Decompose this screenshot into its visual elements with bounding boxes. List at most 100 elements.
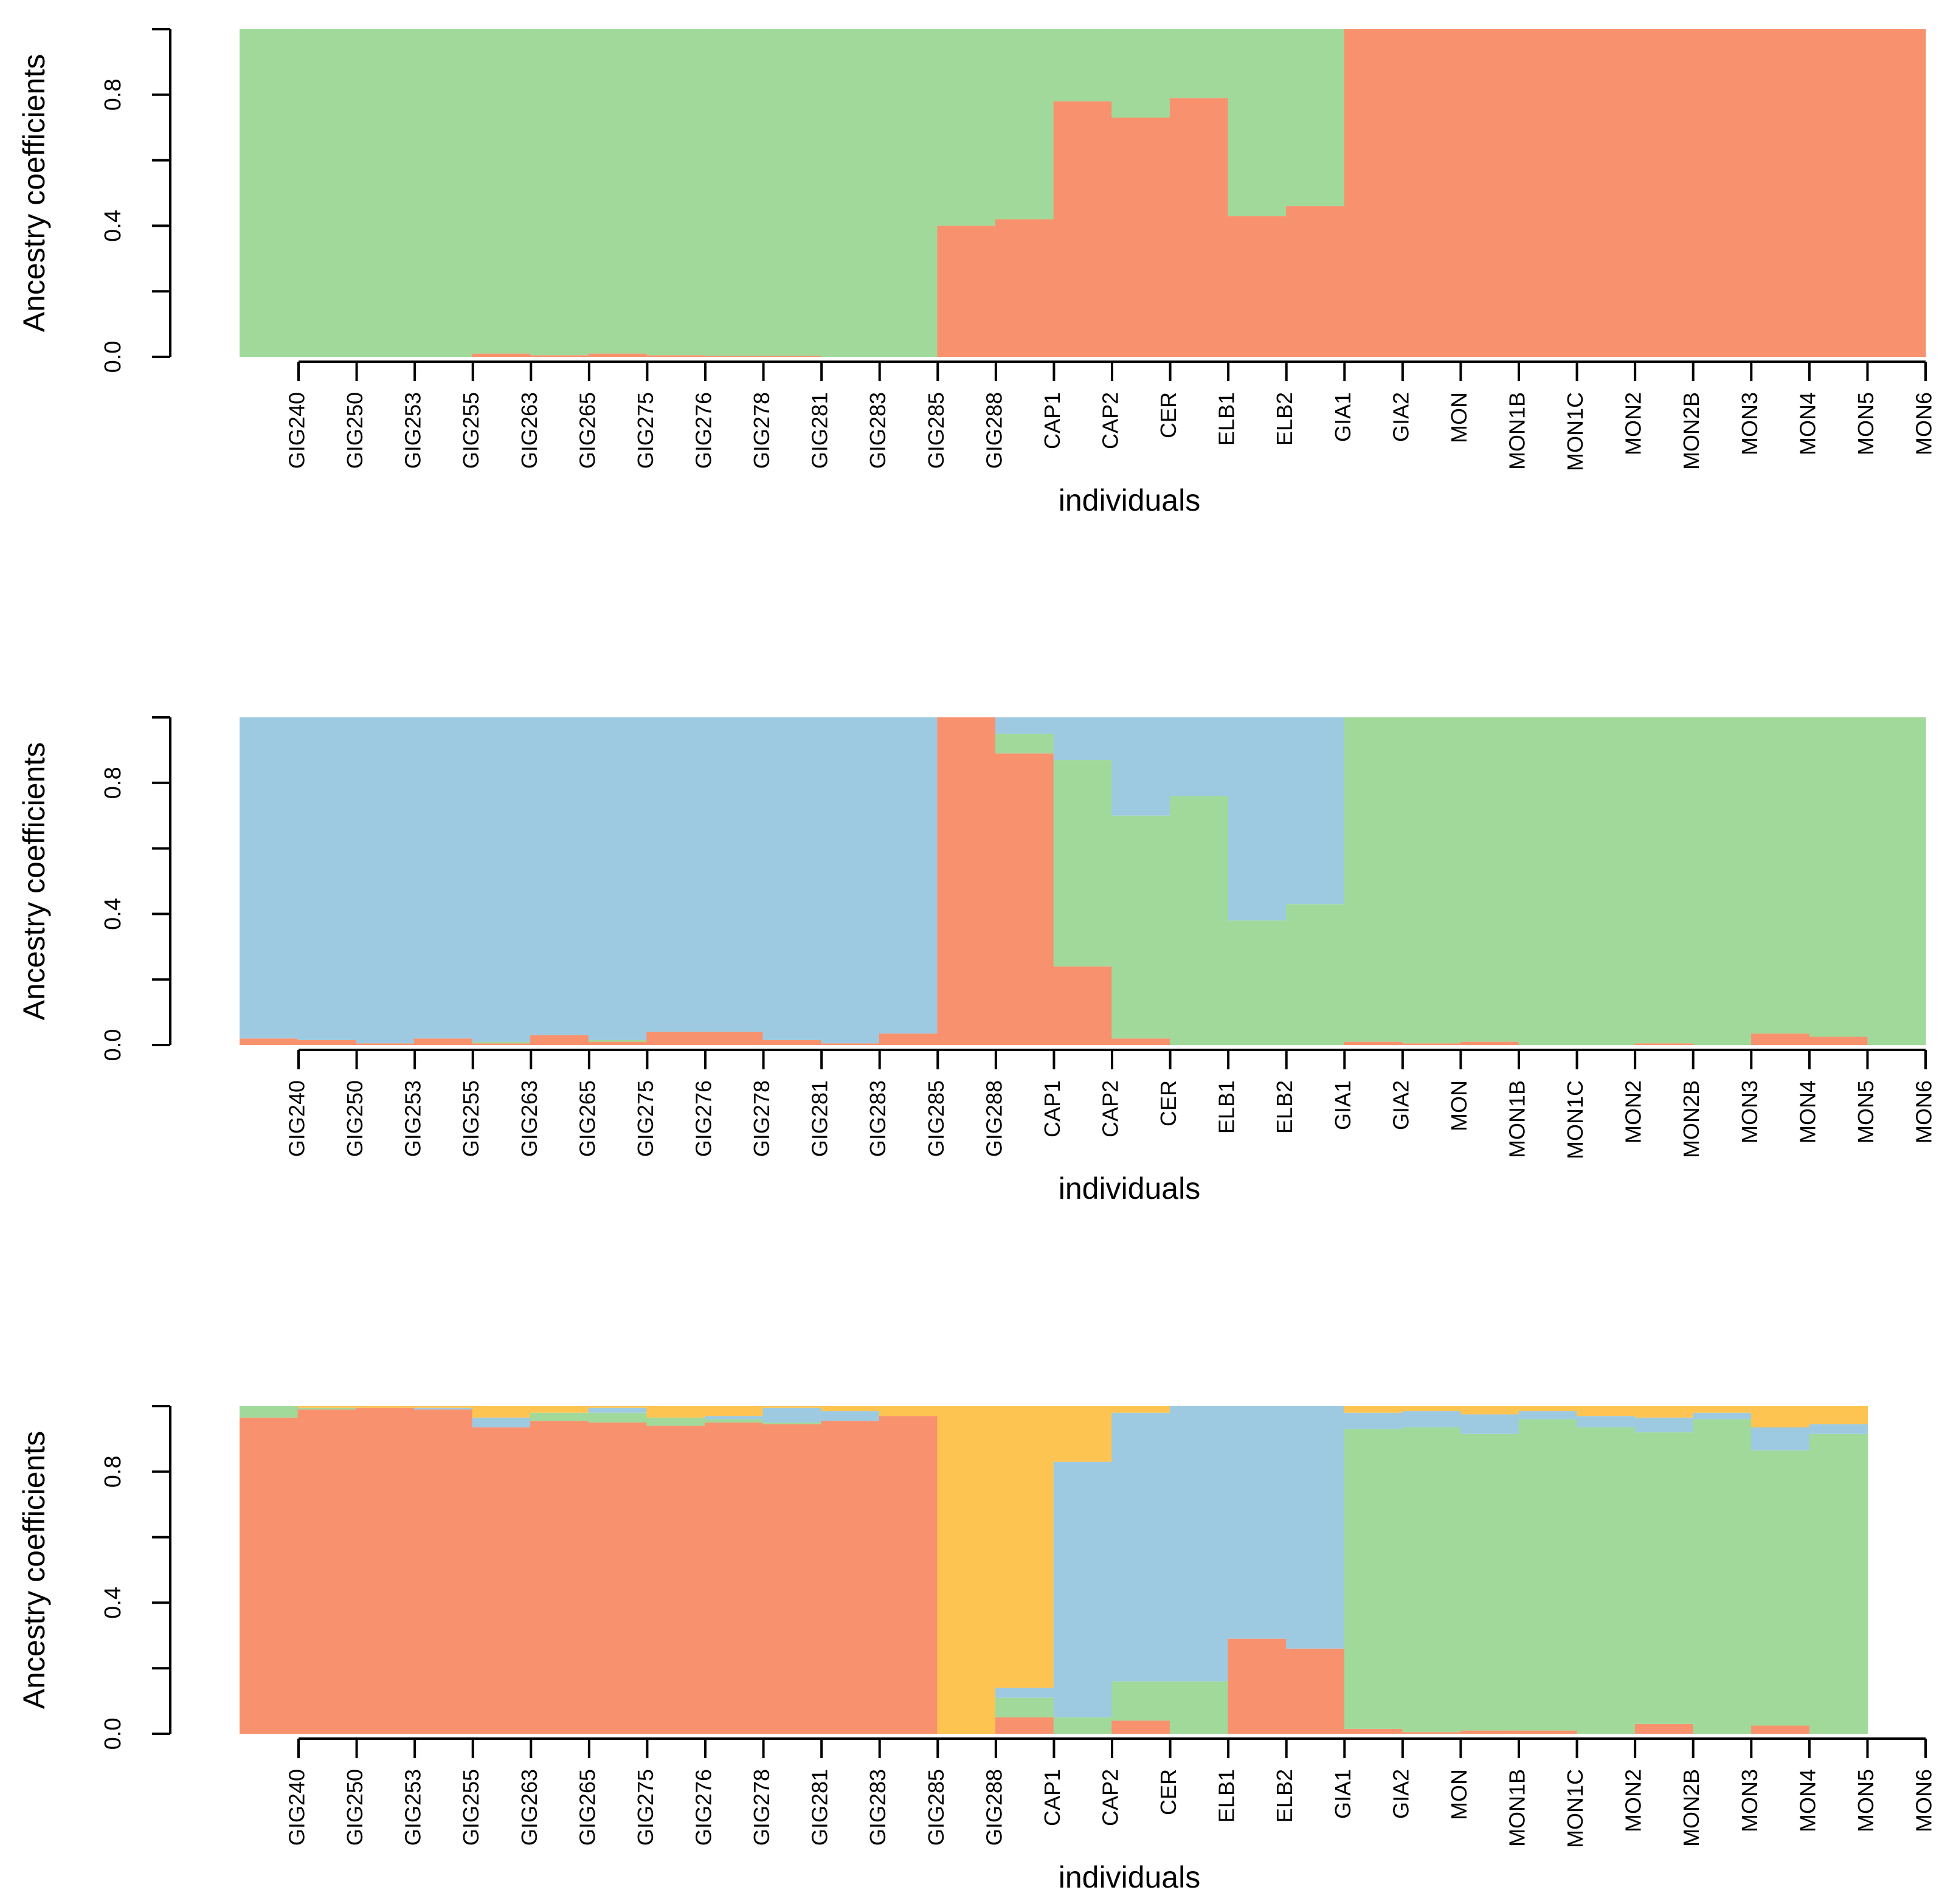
- bar-segment-cap1-cluster-orange: [995, 1717, 1054, 1734]
- x-tick-label-gig275: GIG275: [633, 1769, 658, 1846]
- bar-segment-gig240-cluster-green: [240, 1406, 299, 1418]
- bar-segment-gig250-cluster-orange: [297, 1040, 356, 1045]
- bar-segment-cap1-cluster-green: [995, 733, 1054, 754]
- bar-segment-gia1-cluster-orange: [1286, 206, 1345, 357]
- y-tick-label: 0.4: [100, 210, 126, 242]
- x-tick-label-elb2: ELB2: [1272, 1080, 1297, 1134]
- bar-segment-mon6-cluster-green: [1867, 717, 1926, 1045]
- bar-segment-gig281-cluster-green: [762, 1422, 821, 1424]
- bar-segment-gia1-cluster-blue: [1286, 1406, 1345, 1649]
- bar-segment-mon2-cluster-orange: [1577, 29, 1636, 357]
- x-tick-label-mon4: MON4: [1795, 1769, 1820, 1832]
- bar-segment-mon6-cluster-orange: [1867, 29, 1926, 357]
- bar-segment-gig250-cluster-green: [297, 29, 356, 357]
- bar-segment-gig275-cluster-orange: [588, 353, 647, 357]
- bar-segment-cap2-cluster-blue: [1053, 717, 1112, 761]
- bar-segment-mon3-cluster-green: [1693, 1419, 1752, 1734]
- bar-segment-elb2-cluster-green: [1228, 29, 1287, 216]
- x-tick-label-elb2: ELB2: [1272, 1769, 1297, 1823]
- bar-segment-mon1c-cluster-blue: [1518, 1411, 1577, 1419]
- bar-segment-gig263-cluster-green: [472, 1041, 531, 1044]
- bar-segment-elb1-cluster-blue: [1169, 1406, 1229, 1682]
- bar-segment-gia2-cluster-orange: [1344, 29, 1403, 357]
- x-tick-label-elb2: ELB2: [1272, 392, 1297, 446]
- x-tick-label-gia2: GIA2: [1388, 392, 1413, 442]
- bar-segment-gig278-cluster-yellow: [704, 1406, 764, 1416]
- bar-segment-mon2b-cluster-orange: [1634, 29, 1694, 357]
- bar-segment-mon-cluster-orange: [1402, 1043, 1461, 1045]
- x-tick-label-elb1: ELB1: [1214, 1769, 1239, 1823]
- bar-segment-gig288-cluster-orange: [937, 717, 996, 1045]
- x-tick-label-gig240: GIG240: [285, 1080, 309, 1157]
- bar-segment-gia2-cluster-green: [1344, 717, 1403, 1042]
- y-tick-label: 0.8: [100, 767, 126, 799]
- bar-segment-cer-cluster-blue: [1111, 717, 1170, 816]
- x-tick-label-mon1c: MON1C: [1563, 392, 1588, 471]
- bar-segment-elb2-cluster-blue: [1228, 1406, 1287, 1639]
- x-tick-label-gia2: GIA2: [1388, 1769, 1413, 1819]
- x-tick-label-cap2: CAP2: [1098, 1080, 1123, 1137]
- bar-segment-cap1-cluster-green: [995, 29, 1054, 219]
- bar-segment-cer-cluster-yellow: [1111, 1406, 1170, 1413]
- bar-segment-gig283-cluster-yellow: [821, 1406, 880, 1412]
- bar-segment-mon1c-cluster-green: [1518, 1419, 1577, 1731]
- bar-segment-gig285-cluster-orange: [879, 1416, 938, 1734]
- ancestry-panel-3: 0.0 0.4 0.8 Ancestry coefficients GIG240 GIG2…: [17, 1405, 1937, 1894]
- bar-segment-gig255-cluster-yellow: [413, 1406, 473, 1408]
- x-tick-label-gig253: GIG253: [401, 392, 426, 469]
- bar-segment-gia1-cluster-green: [1286, 29, 1345, 207]
- bar-segment-gig265-cluster-orange: [530, 1035, 589, 1045]
- bar-segment-gig285-cluster-yellow: [879, 1406, 938, 1416]
- y-tick-label: 0.0: [100, 1029, 126, 1061]
- x-tick-label-mon3: MON3: [1737, 1769, 1762, 1832]
- bar-segment-gig275-cluster-blue: [588, 1407, 647, 1413]
- x-tick-label-cap1: CAP1: [1040, 1769, 1065, 1826]
- x-tick-label-gig276: GIG276: [691, 392, 716, 469]
- bar-segment-gig276-cluster-orange: [646, 1032, 705, 1045]
- bar-segment-gig276-cluster-green: [646, 29, 705, 356]
- bar-segment-mon2-cluster-green: [1577, 1427, 1636, 1734]
- x-tick-label-gig255: GIG255: [458, 1080, 483, 1157]
- bar-segment-gig275-cluster-green: [588, 1412, 647, 1423]
- x-tick-label-gig288: GIG288: [981, 392, 1006, 469]
- bar-segment-gig281-cluster-blue: [762, 1407, 821, 1423]
- x-tick-label-gia2: GIA2: [1388, 1080, 1413, 1130]
- bar-segment-gig250-cluster-orange: [297, 1409, 356, 1734]
- y-tick-label: 0.0: [100, 341, 126, 373]
- x-tick-label-gig283: GIG283: [865, 1080, 890, 1157]
- bar-segment-mon-cluster-blue: [1402, 1411, 1461, 1428]
- bar-segment-mon5-cluster-blue: [1809, 1424, 1868, 1434]
- bar-segment-mon3-cluster-yellow: [1693, 1406, 1752, 1413]
- bar-segment-elb2-cluster-orange: [1228, 1638, 1287, 1734]
- bar-segment-mon1b-cluster-green: [1460, 717, 1519, 1042]
- bar-segment-mon4-cluster-green: [1751, 717, 1810, 1034]
- bar-segment-gig263-cluster-blue: [472, 717, 531, 1042]
- bar-segment-cap1-cluster-blue: [995, 1688, 1054, 1698]
- bar-segment-cer-cluster-orange: [1111, 1720, 1170, 1734]
- bar-segment-cap2-cluster-yellow: [1053, 1406, 1112, 1462]
- y-axis-title: Ancestry coefficients: [17, 742, 51, 1021]
- bar-segment-gig275-cluster-yellow: [588, 1406, 647, 1408]
- x-tick-label-mon2b: MON2B: [1679, 392, 1704, 470]
- bar-segment-mon1c-cluster-green: [1518, 717, 1577, 1045]
- x-tick-label-gig276: GIG276: [691, 1080, 716, 1157]
- bar-segment-gia1-cluster-green: [1286, 904, 1345, 1045]
- bar-segment-gig265-cluster-green: [530, 29, 589, 356]
- bar-segment-cap2-cluster-green: [1053, 1717, 1112, 1734]
- bar-segment-mon4-cluster-blue: [1751, 1427, 1810, 1450]
- bar-segment-gia2-cluster-green: [1344, 1429, 1403, 1729]
- bar-segment-gig278-cluster-green: [704, 1419, 764, 1423]
- x-tick-label-elb1: ELB1: [1214, 392, 1239, 446]
- x-tick-label-mon: MON: [1446, 392, 1471, 443]
- bar-segment-elb2-cluster-orange: [1228, 216, 1287, 357]
- bar-segment-mon4-cluster-orange: [1751, 29, 1810, 357]
- bar-segment-gig285-cluster-green: [879, 29, 938, 357]
- bar-segment-mon1c-cluster-orange: [1518, 1730, 1577, 1734]
- bar-segment-gig276-cluster-blue: [646, 717, 705, 1032]
- bar-segment-gig253-cluster-blue: [356, 717, 415, 1044]
- x-tick-label-gig285: GIG285: [924, 392, 949, 469]
- x-tick-label-mon4: MON4: [1795, 1080, 1820, 1143]
- bar-segment-gig278-cluster-blue: [704, 1416, 764, 1419]
- bar-segment-cer-cluster-orange: [1111, 1038, 1170, 1045]
- bar-segment-gig265-cluster-orange: [530, 1421, 589, 1734]
